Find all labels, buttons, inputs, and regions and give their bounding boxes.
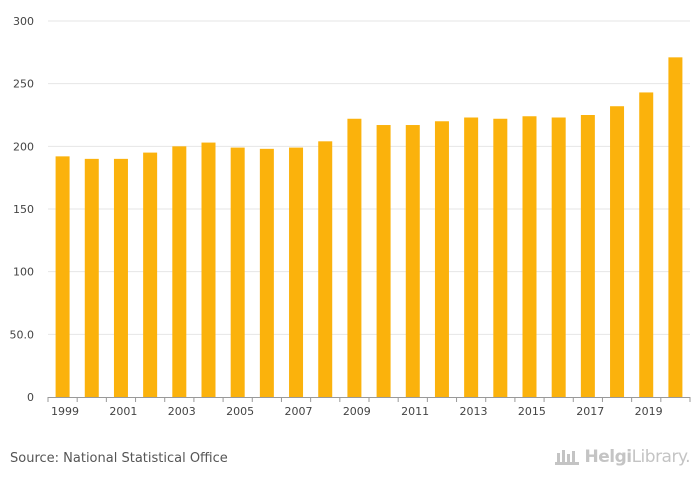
brand-name: HelgiLibrary. <box>584 447 690 467</box>
x-tick-label: 2005 <box>226 405 254 418</box>
bar <box>318 141 333 397</box>
y-tick-label: 50.0 <box>10 328 35 341</box>
y-tick-label: 300 <box>13 15 34 28</box>
source-note: Source: National Statistical Office <box>10 451 228 466</box>
bar <box>580 115 595 397</box>
bar <box>610 106 625 397</box>
bar <box>668 57 683 397</box>
x-tick-label: 2019 <box>635 405 663 418</box>
axis-layer: 0 50.0 100 150 200 250 300 1999 2001 2003 2005 2007… <box>10 15 691 418</box>
x-tick-label: 2017 <box>576 405 604 418</box>
x-tick-label: 2009 <box>343 405 371 418</box>
bar <box>522 116 537 398</box>
x-tick-label: 2011 <box>401 405 429 418</box>
bar <box>639 92 654 397</box>
bar <box>493 118 508 397</box>
y-tick-label: 150 <box>13 203 34 216</box>
bar <box>289 147 304 397</box>
bar <box>113 158 128 397</box>
x-tick-label: 2015 <box>518 405 546 418</box>
y-tick-label: 100 <box>13 266 34 279</box>
bar <box>230 147 245 397</box>
bar <box>405 125 420 397</box>
x-tick-label: 2003 <box>168 405 196 418</box>
x-tick-label: 2001 <box>109 405 137 418</box>
bar <box>84 158 99 397</box>
x-tick-label: 2007 <box>284 405 312 418</box>
brand-name-suffix: Library. <box>631 447 691 467</box>
bar <box>143 152 158 397</box>
bars-layer <box>55 57 683 398</box>
helgi-library-logo-icon <box>555 450 580 465</box>
bar <box>464 117 479 398</box>
bar <box>551 117 566 398</box>
y-tick-label: 0 <box>27 391 34 404</box>
bar <box>55 156 70 397</box>
bar <box>434 121 449 398</box>
bar <box>259 148 274 397</box>
bar <box>201 142 216 397</box>
brand-name-main: Helgi <box>584 447 632 467</box>
brand[interactable]: HelgiLibrary. <box>554 447 691 467</box>
x-tick-label: 2013 <box>460 405 488 418</box>
chart-footer: Source: National Statistical Office Helg… <box>0 440 700 483</box>
y-tick-label: 200 <box>13 140 34 153</box>
bar <box>172 146 187 397</box>
y-tick-label: 250 <box>13 78 34 91</box>
bar <box>347 118 362 397</box>
bar <box>376 125 391 397</box>
bar-chart: 0 50.0 100 150 200 250 300 1999 2001 2003 2005 2007… <box>10 15 691 418</box>
x-tick-label: 1999 <box>51 405 79 418</box>
